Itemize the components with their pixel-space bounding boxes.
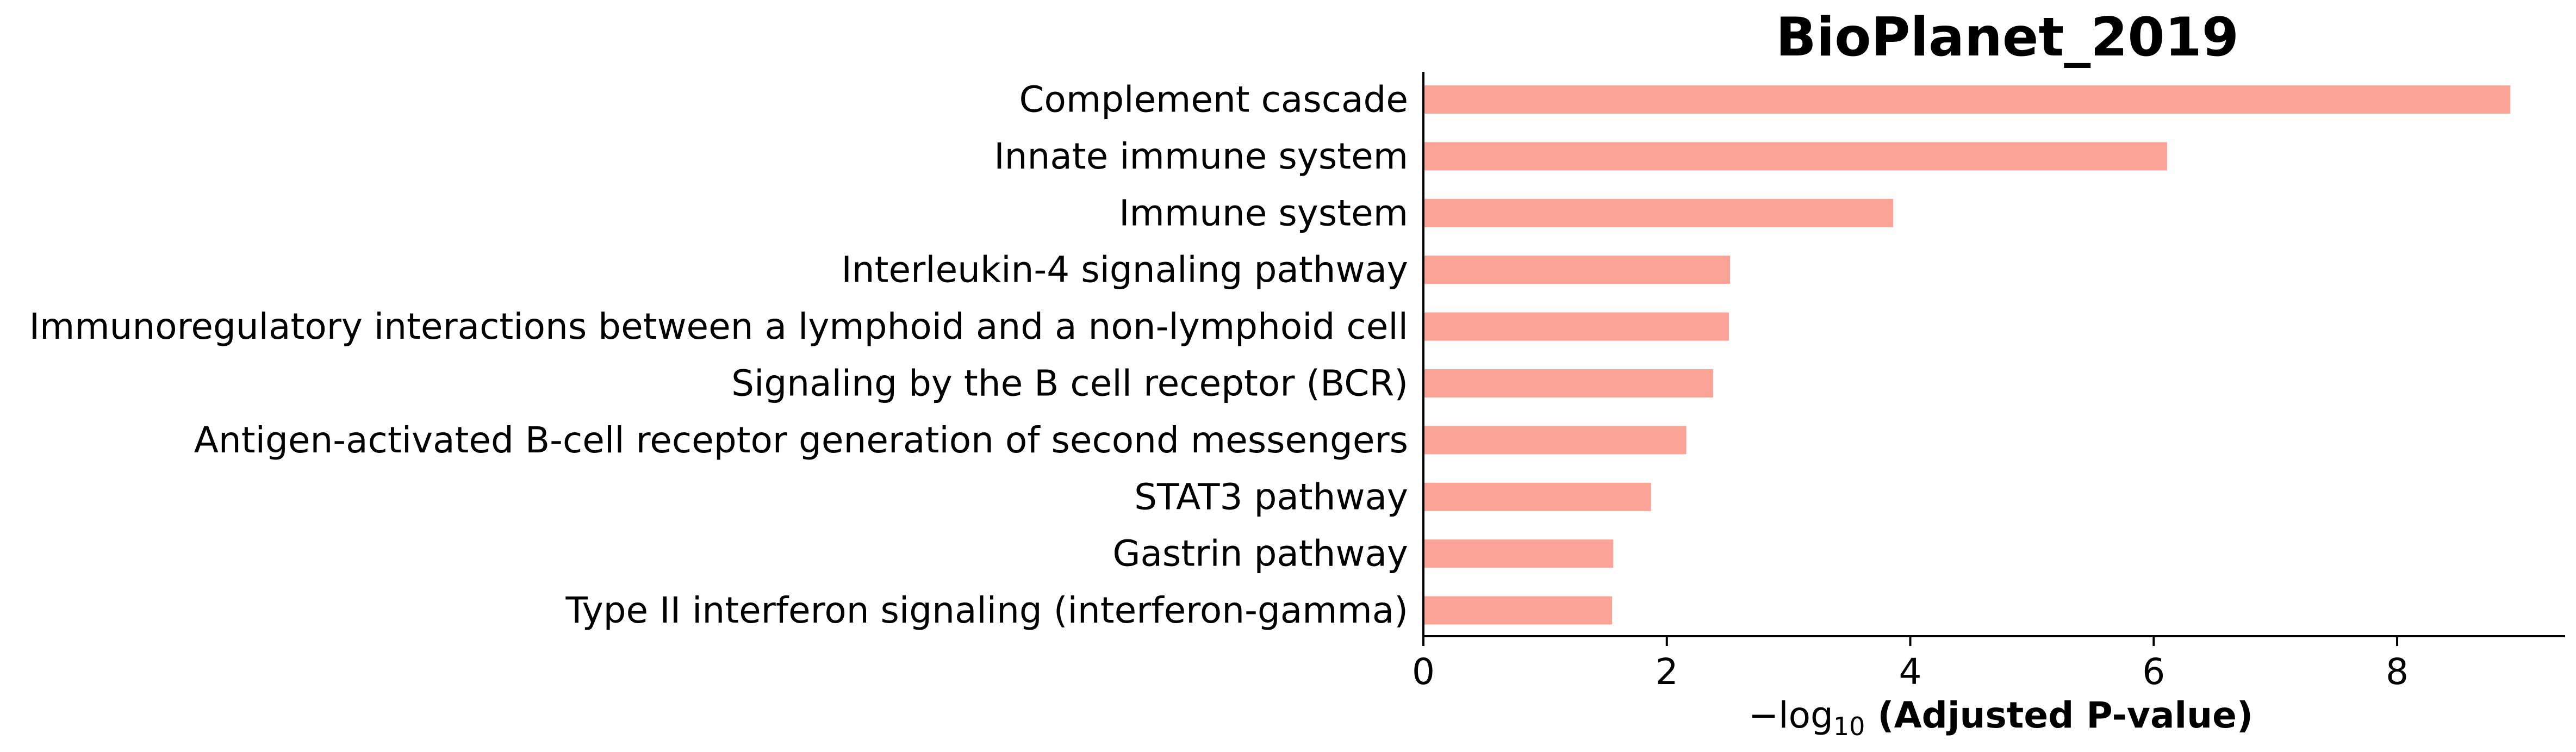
x-tick-label: 6 <box>2142 651 2165 693</box>
bar <box>1423 198 1894 227</box>
category-label: Complement cascade <box>1019 79 1408 121</box>
bar <box>1423 85 2511 114</box>
bar <box>1423 596 1613 625</box>
bar <box>1423 426 1687 455</box>
bars-layer <box>1423 85 2511 625</box>
x-axis-label-main: (Adjusted P-value) <box>1865 694 2253 736</box>
bar <box>1423 256 1731 284</box>
category-label: Interleukin-4 signaling pathway <box>841 249 1408 291</box>
category-label: Innate immune system <box>994 135 1408 177</box>
x-axis-label-subscript: 10 <box>1833 712 1865 741</box>
bar <box>1423 369 1713 397</box>
category-label: Immune system <box>1119 192 1408 234</box>
category-label: STAT3 pathway <box>1134 476 1408 518</box>
category-label: Type II interferon signaling (interferon… <box>565 589 1408 631</box>
bar <box>1423 539 1614 568</box>
chart-title: BioPlanet_2019 <box>1776 7 2239 69</box>
bar <box>1423 482 1651 511</box>
x-tick-label: 0 <box>1412 651 1435 693</box>
x-axis-label-prefix: −log <box>1749 694 1833 736</box>
bar <box>1423 142 2167 171</box>
bar <box>1423 312 1729 341</box>
x-ticks: 0 2 4 6 8 <box>1412 636 2409 693</box>
x-axis: 0 2 4 6 8 −log10 (Adjusted P-value) <box>1412 635 2565 741</box>
category-label: Signaling by the B cell receptor (BCR) <box>731 363 1408 405</box>
x-tick-label: 4 <box>1899 651 1922 693</box>
category-label: Immunoregulatory interactions between a … <box>29 306 1408 347</box>
x-tick-label: 8 <box>2386 651 2409 693</box>
category-label: Antigen-activated B-cell receptor genera… <box>194 419 1408 461</box>
category-label: Gastrin pathway <box>1112 533 1408 575</box>
x-axis-label: −log10 (Adjusted P-value) <box>1749 694 2253 741</box>
x-tick-label: 2 <box>1656 651 1678 693</box>
category-labels: Complement cascade Innate immune system Im… <box>29 79 1408 632</box>
